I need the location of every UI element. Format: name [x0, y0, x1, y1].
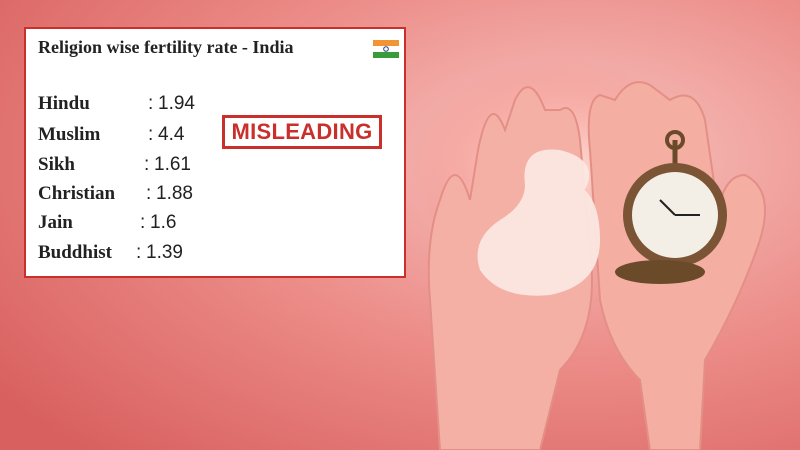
fertility-rate: 1.88 — [156, 183, 193, 204]
religion-label: Sikh — [38, 154, 75, 175]
separator: : — [148, 124, 154, 145]
religion-label: Muslim — [38, 124, 101, 145]
fertility-rate: 1.61 — [154, 154, 191, 175]
india-flag-icon — [373, 40, 399, 58]
fetus-silhouette — [477, 149, 600, 296]
card-title: Religion wise fertility rate - India — [38, 37, 294, 57]
misleading-stamp: MISLEADING — [222, 115, 382, 149]
fertility-rate: 1.39 — [146, 242, 183, 263]
claim-card: Religion wise fertility rate - India Hin… — [24, 27, 406, 278]
fertility-rate: 1.6 — [150, 212, 177, 233]
separator: : — [140, 212, 146, 233]
fertility-rate: 4.4 — [158, 124, 185, 145]
religion-label: Jain — [38, 212, 73, 233]
separator: : — [146, 183, 152, 204]
religion-label: Hindu — [38, 93, 90, 114]
separator: : — [144, 154, 150, 175]
religion-label: Buddhist — [38, 242, 112, 263]
religion-label: Christian — [38, 183, 116, 204]
fertility-rate: 1.94 — [158, 93, 195, 114]
separator: : — [148, 93, 154, 114]
separator: : — [136, 242, 142, 263]
